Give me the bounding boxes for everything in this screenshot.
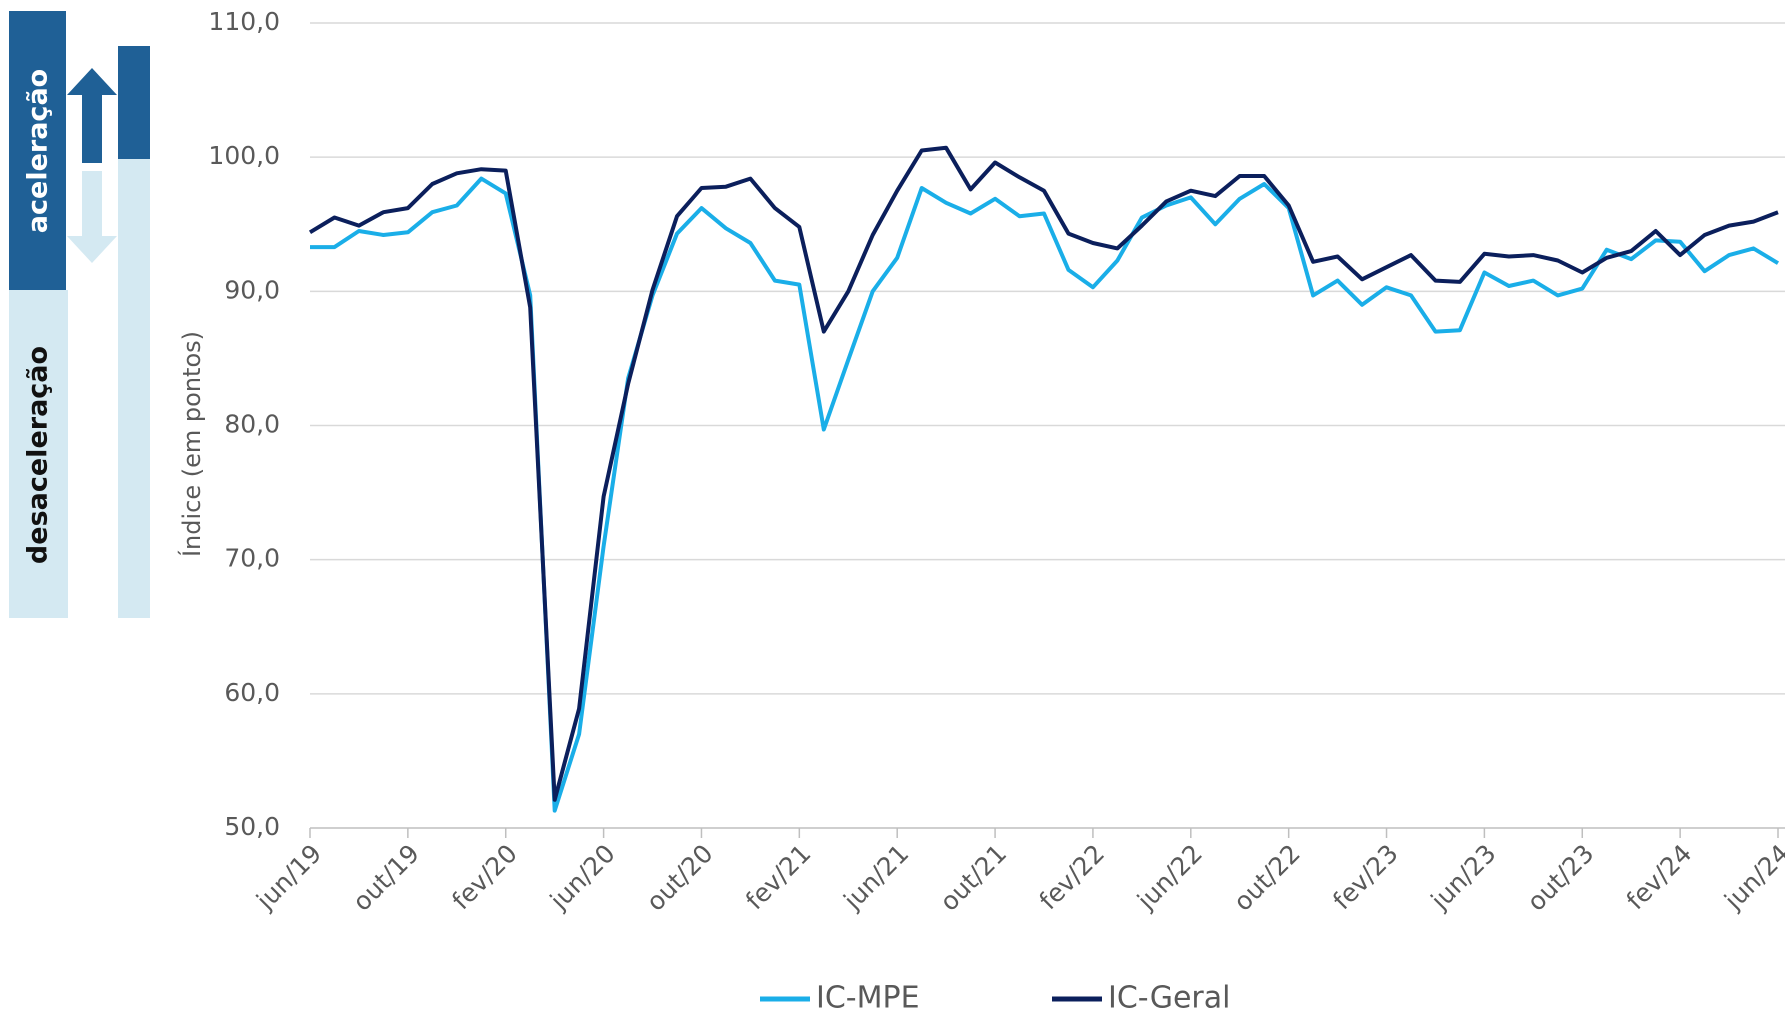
y-tick-label: 80,0 xyxy=(224,410,280,439)
accel-label: aceleração xyxy=(23,69,54,233)
series-line xyxy=(308,145,1779,802)
x-tick-label: out/19 xyxy=(347,839,425,917)
y-tick-label: 70,0 xyxy=(224,544,280,573)
x-tick-label: fev/23 xyxy=(1327,839,1404,916)
x-tick-label: out/23 xyxy=(1522,839,1600,917)
series-line xyxy=(310,176,1780,813)
y-tick-label: 90,0 xyxy=(224,275,280,304)
up-arrow xyxy=(67,68,117,163)
y-tick-label: 60,0 xyxy=(224,678,280,707)
x-tick-label: jun/22 xyxy=(1131,839,1208,916)
x-tick-label: out/22 xyxy=(1228,839,1306,917)
decel-label: desaceleração xyxy=(23,346,54,564)
x-tick-label: fev/22 xyxy=(1034,839,1111,916)
x-tick-label: fev/21 xyxy=(740,839,817,916)
y-axis-label: Índice (em pontos) xyxy=(177,331,206,557)
x-tick-label: fev/20 xyxy=(446,839,523,916)
x-tick-label: jun/19 xyxy=(250,839,327,916)
accel-bar xyxy=(118,46,150,159)
decel-bar xyxy=(118,159,150,618)
accel-box xyxy=(9,11,66,290)
down-arrow xyxy=(67,171,117,263)
x-tick-label: jun/20 xyxy=(544,839,621,916)
x-tick-label: fev/24 xyxy=(1621,839,1698,916)
legend-label: IC-Geral xyxy=(1108,981,1230,1014)
x-tick-label: jun/21 xyxy=(837,839,914,916)
x-tick-label: jun/24 xyxy=(1718,839,1785,916)
y-tick-label: 110,0 xyxy=(208,7,280,36)
decel-box xyxy=(9,290,68,618)
legend-label: IC-MPE xyxy=(816,981,920,1014)
y-tick-label: 50,0 xyxy=(224,812,280,841)
x-tick-label: out/21 xyxy=(934,839,1012,917)
x-tick-label: out/20 xyxy=(641,839,719,917)
x-tick-label: jun/23 xyxy=(1425,839,1502,916)
y-tick-label: 100,0 xyxy=(208,141,280,170)
